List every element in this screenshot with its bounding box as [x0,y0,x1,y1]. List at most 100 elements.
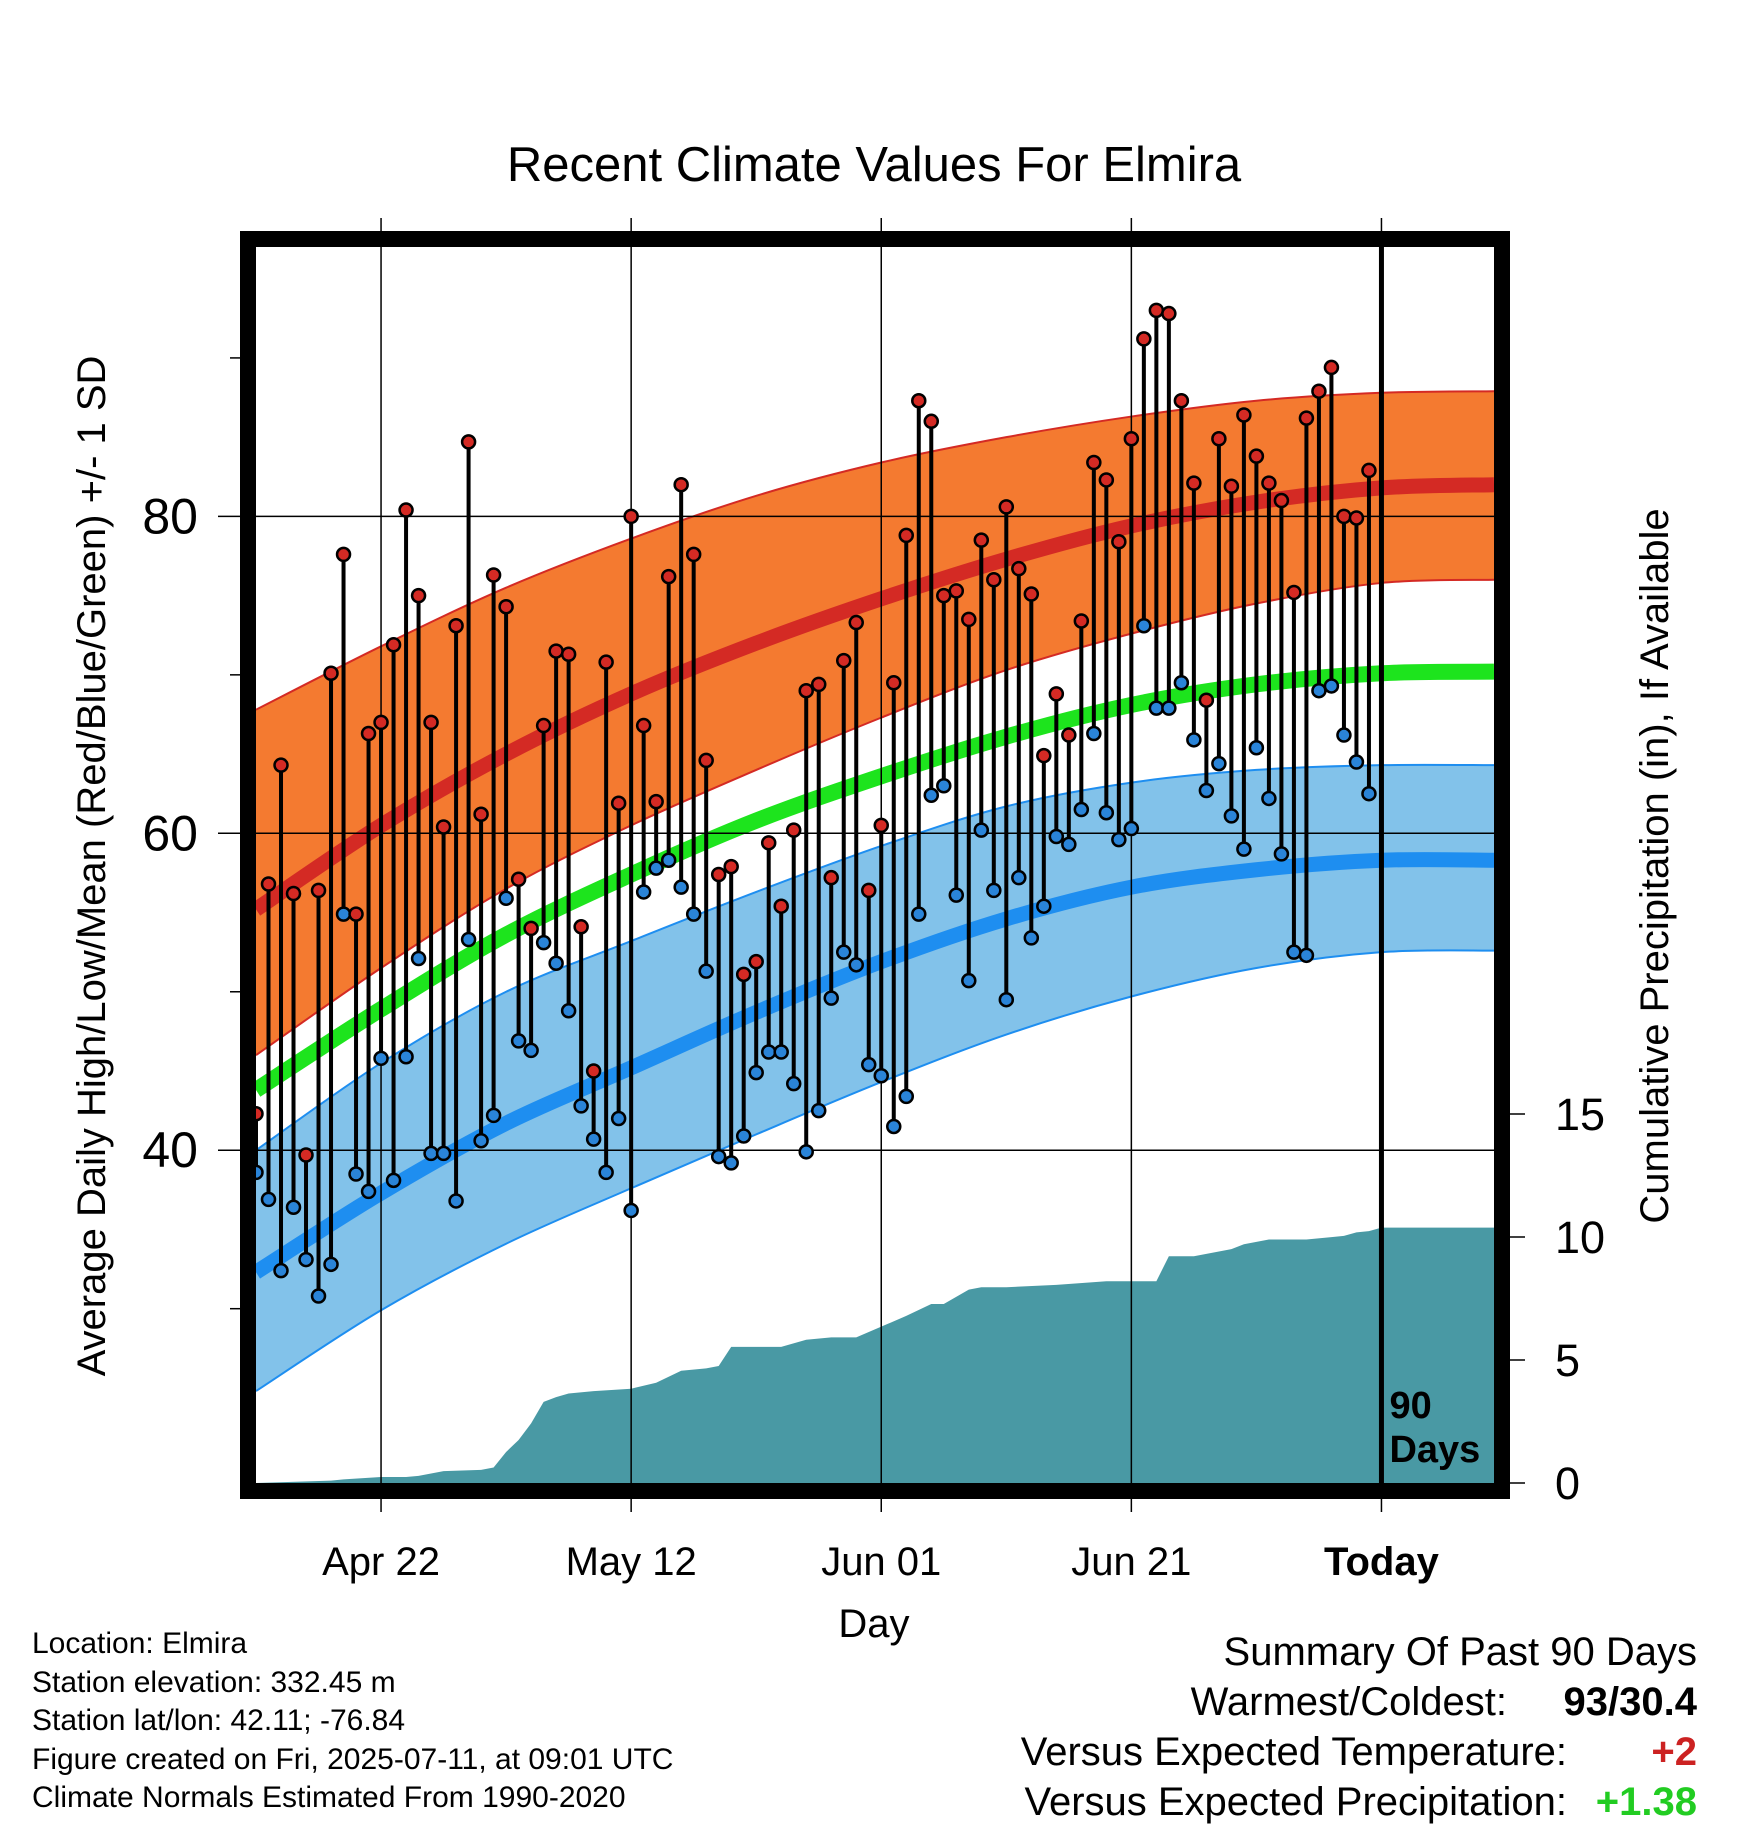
daily-low-point [1023,930,1040,946]
daily-low-point [560,1003,577,1019]
latlon-text: Station lat/lon: 42.11; -76.84 [32,1704,406,1737]
daily-high-point [323,665,339,682]
daily-low-point [760,1044,777,1060]
station-info: Location: Elmira Station elevation: 332.… [32,1625,673,1818]
precip-diff-label: Versus Expected Precipitation: [1024,1780,1567,1824]
daily-low-point [810,1102,827,1119]
daily-high-point [748,953,764,970]
daily-low-point [735,1128,752,1144]
daily-high-point [1248,448,1265,464]
temp-diff-value: +2 [1651,1730,1697,1774]
daily-high-point [785,822,802,838]
daily-high-point [886,675,902,691]
x-tick-label: Jun 21 [1071,1540,1191,1584]
daily-high-point [1311,383,1327,399]
daily-high-point [298,1147,314,1163]
daily-high-point [310,882,327,899]
daily-high-point [1236,407,1252,423]
daily-low-point [1198,782,1215,799]
daily-high-point [398,502,414,518]
y2-tick-label: 5 [1555,1335,1580,1386]
y2-tick-label: 0 [1555,1458,1580,1509]
daily-high-point [460,434,477,450]
daily-high-point [260,876,277,892]
daily-low-point [936,778,952,794]
daily-high-point [1161,305,1177,322]
daily-high-point [256,1106,264,1122]
daily-high-point [1036,747,1052,764]
daily-low-point [348,1166,364,1182]
daily-high-point [548,643,564,659]
daily-high-point [660,568,677,585]
daily-low-point [1123,820,1140,837]
daily-low-point [1361,785,1377,802]
summary-panel: Summary Of Past 90 Days Warmest/Coldest:… [1021,1627,1697,1827]
daily-high-point [423,714,439,731]
created-text: Figure created on Fri, 2025-07-11, at 09… [32,1742,674,1776]
daily-low-point [310,1288,327,1304]
daily-low-point [1236,841,1252,857]
daily-high-point [385,636,402,653]
daily-low-point [898,1088,915,1105]
summary-precip-row: Versus Expected Precipitation: +1.38 [1021,1777,1697,1827]
daily-high-point [911,392,927,409]
daily-high-point [723,858,739,875]
daily-low-point [385,1172,402,1189]
daily-high-point [685,546,702,563]
daily-low-point [1186,732,1202,748]
daily-high-point [1098,472,1115,488]
daily-low-point [973,822,990,838]
precip-diff-value: +1.38 [1595,1780,1697,1824]
daily-high-point [1323,359,1340,376]
daily-high-point [285,885,302,902]
y2-tick-label: 10 [1555,1212,1605,1263]
y-tick-label: 40 [142,1122,198,1178]
daily-high-point [961,611,977,628]
x-tick-label: Apr 22 [322,1540,440,1584]
warmest-coldest-value: 93/30.4 [1563,1680,1697,1724]
daily-high-point [360,725,377,742]
daily-high-point [810,676,827,693]
daily-low-point [610,1110,627,1127]
daily-high-point [1361,462,1377,479]
location-text: Location: Elmira [32,1627,248,1660]
daily-low-point [1161,700,1177,716]
daily-low-point [1298,947,1315,964]
normals-text: Climate Normals Estimated From 1990-2020 [32,1781,626,1814]
daily-low-point [710,1148,727,1165]
y-axis-label: Average Daily High/Low/Mean (Red/Blue/Gr… [70,356,114,1377]
daily-low-point [835,944,852,960]
daily-low-point [1273,846,1290,862]
daily-low-point [373,1050,389,1067]
daily-high-point [860,882,877,899]
daily-high-point [335,546,352,563]
daily-high-point [1173,392,1190,409]
daily-low-point [773,1044,789,1060]
warmest-coldest-label: Warmest/Coldest: [1190,1680,1507,1724]
daily-high-point [373,714,389,731]
daily-high-point [598,654,614,670]
daily-low-point [360,1183,377,1200]
daily-low-point [510,1033,527,1049]
x-tick-label: May 12 [566,1540,697,1584]
daily-low-point [1111,831,1127,848]
daily-low-point [698,963,714,979]
plot-content [256,247,1494,1483]
daily-high-point [623,508,639,525]
y2-tick-label: 15 [1555,1089,1605,1140]
daily-low-point [911,906,927,922]
daily-high-point [1273,492,1290,509]
daily-high-point [1061,727,1077,743]
x-tick-label: Today [1324,1540,1440,1584]
daily-high-point [698,752,714,769]
y-tick-label: 80 [142,488,198,544]
plot-frame [240,231,1510,1499]
daily-low-point [1286,944,1302,960]
daily-low-point [548,955,564,971]
daily-low-point [1248,739,1265,756]
daily-high-point [473,806,489,823]
daily-low-point [448,1193,464,1209]
summary-title: Summary Of Past 90 Days [1223,1630,1697,1674]
daily-low-point [635,884,652,900]
